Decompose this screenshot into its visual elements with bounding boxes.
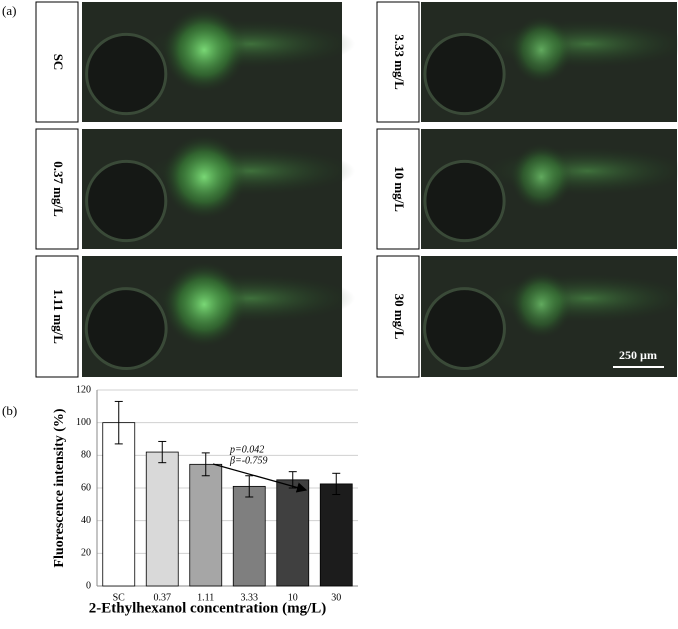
label-box bbox=[376, 255, 420, 378]
error-bar bbox=[245, 475, 254, 498]
larva-image bbox=[421, 129, 678, 249]
larva-image bbox=[421, 256, 678, 377]
y-tick-label: 100 bbox=[76, 417, 91, 428]
eye bbox=[84, 287, 168, 371]
label-box bbox=[35, 128, 79, 250]
annotation: p=0.042 bbox=[229, 444, 264, 455]
y-axis-label: Fluorescence intensity (%) bbox=[52, 408, 67, 567]
larva-image bbox=[82, 129, 355, 249]
error-bar bbox=[201, 452, 210, 477]
larva-image bbox=[82, 2, 355, 122]
bar bbox=[189, 463, 223, 587]
x-tick-label: 3.33 bbox=[241, 592, 259, 603]
annotation: β=-0.759 bbox=[229, 455, 268, 466]
larva-image bbox=[421, 2, 678, 122]
error-bar bbox=[158, 440, 167, 464]
heart-glow bbox=[162, 135, 246, 219]
scale-bar-label: 250 µm bbox=[619, 348, 657, 362]
heart-glow bbox=[510, 270, 573, 339]
label-box bbox=[35, 255, 79, 378]
bar bbox=[102, 422, 136, 587]
y-tick-label: 120 bbox=[76, 384, 91, 395]
y-tick-label: 60 bbox=[81, 482, 91, 493]
error-bar bbox=[332, 472, 341, 496]
x-tick-label: 1.11 bbox=[197, 592, 214, 603]
panel-label: (a) bbox=[2, 3, 16, 18]
bar bbox=[145, 451, 179, 587]
label-box bbox=[376, 128, 420, 250]
bar bbox=[232, 485, 266, 587]
heart-glow bbox=[510, 16, 573, 84]
eye bbox=[423, 287, 506, 371]
x-tick-label: 0.37 bbox=[154, 592, 172, 603]
image-label: 30 mg/L bbox=[392, 294, 407, 340]
image-label: SC bbox=[51, 54, 66, 71]
y-tick-label: 20 bbox=[81, 548, 91, 559]
image-label: 10 mg/L bbox=[392, 166, 407, 212]
image-label: 0.37 mg/L bbox=[51, 161, 66, 217]
y-tick-label: 80 bbox=[81, 450, 91, 461]
x-tick-label: 10 bbox=[288, 592, 298, 603]
image-label: 3.33 mg/L bbox=[392, 34, 407, 90]
x-axis-label: 2-Ethylhexanol concentration (mg/L) bbox=[89, 600, 327, 616]
eye bbox=[85, 32, 168, 116]
x-tick-label: SC bbox=[113, 592, 126, 603]
larva-image bbox=[82, 256, 355, 377]
error-bar bbox=[288, 471, 297, 489]
panel-label: (b) bbox=[2, 403, 17, 418]
bar bbox=[319, 483, 353, 587]
label-box bbox=[376, 1, 420, 123]
heart-glow bbox=[162, 8, 246, 92]
eye bbox=[423, 159, 506, 243]
x-tick-label: 30 bbox=[331, 592, 341, 603]
eye bbox=[85, 159, 168, 243]
eye bbox=[423, 32, 506, 116]
label-box bbox=[35, 1, 79, 123]
heart-glow bbox=[162, 262, 246, 347]
bar bbox=[276, 479, 310, 587]
error-bar bbox=[114, 400, 123, 445]
heart-glow bbox=[510, 143, 573, 211]
y-tick-label: 0 bbox=[86, 580, 91, 591]
image-label: 1.11 mg/L bbox=[51, 289, 66, 344]
y-tick-label: 40 bbox=[81, 515, 91, 526]
trend-arrow bbox=[212, 463, 308, 493]
